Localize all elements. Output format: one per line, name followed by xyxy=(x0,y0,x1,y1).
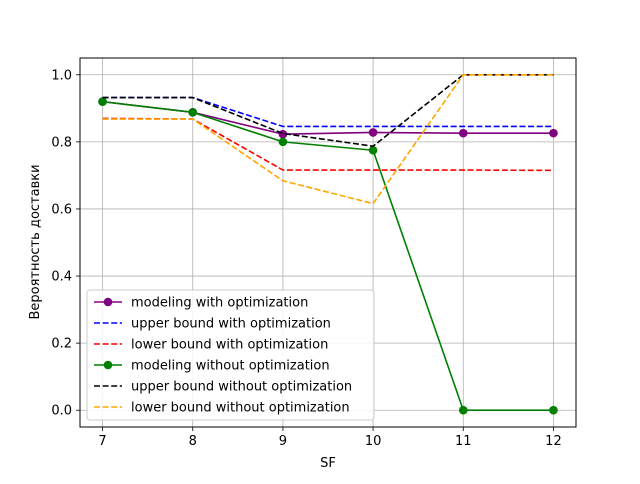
legend-label: upper bound without optimization xyxy=(131,380,352,395)
x-tick-label: 7 xyxy=(98,434,106,449)
plot-frame xyxy=(79,57,577,428)
x-tick-label: 10 xyxy=(365,434,382,449)
legend-entry: lower bound with optimization xyxy=(94,338,328,353)
y-tick-label: 0.0 xyxy=(51,404,72,419)
data-point xyxy=(549,128,558,138)
legend-marker xyxy=(103,297,113,307)
y-tick-label: 0.4 xyxy=(51,270,72,285)
data-point xyxy=(458,405,468,415)
legend-entry: upper bound with optimization xyxy=(94,317,331,332)
y-axis-label: Вероятность доставки xyxy=(28,164,43,319)
legend-box xyxy=(86,289,375,421)
x-tick-label: 8 xyxy=(189,434,197,449)
y-tick-label: 1.0 xyxy=(51,68,72,83)
data-point xyxy=(549,405,558,415)
y-tick-label: 0.6 xyxy=(51,202,72,217)
y-tick-label: 0.8 xyxy=(51,135,72,150)
series-line xyxy=(102,117,554,172)
data-point xyxy=(368,128,378,137)
x-axis-label: SF xyxy=(320,456,336,471)
legend-label: lower bound with optimization xyxy=(131,338,328,353)
series-6 xyxy=(102,73,554,205)
series-3 xyxy=(102,117,554,172)
legend-entry: modeling without optimization xyxy=(94,359,330,374)
series-line xyxy=(102,73,554,205)
legend-label: modeling without optimization xyxy=(131,359,330,374)
legend: modeling with optimization upper bound wi… xyxy=(86,289,375,421)
data-point xyxy=(458,128,468,138)
legend-entry: upper bound without optimization xyxy=(94,380,352,395)
legend-entry: modeling with optimization xyxy=(94,296,308,311)
legend-marker xyxy=(103,360,113,370)
legend-entry: lower bound without optimization xyxy=(94,401,350,416)
legend-label: lower bound without optimization xyxy=(131,401,350,416)
data-point xyxy=(278,137,288,147)
data-point xyxy=(98,97,107,106)
data-point xyxy=(188,108,198,117)
data-point xyxy=(368,145,378,155)
series-4 xyxy=(98,97,558,415)
y-tick-label: 0.2 xyxy=(51,337,72,352)
legend-label: modeling with optimization xyxy=(131,296,308,311)
series-line xyxy=(102,100,554,412)
x-tick-label: 11 xyxy=(455,434,472,449)
legend-label: upper bound with optimization xyxy=(131,317,331,332)
series-2 xyxy=(102,96,554,128)
x-tick-label: 12 xyxy=(545,434,562,449)
series-line xyxy=(102,96,554,128)
x-tick-label: 9 xyxy=(279,434,287,449)
